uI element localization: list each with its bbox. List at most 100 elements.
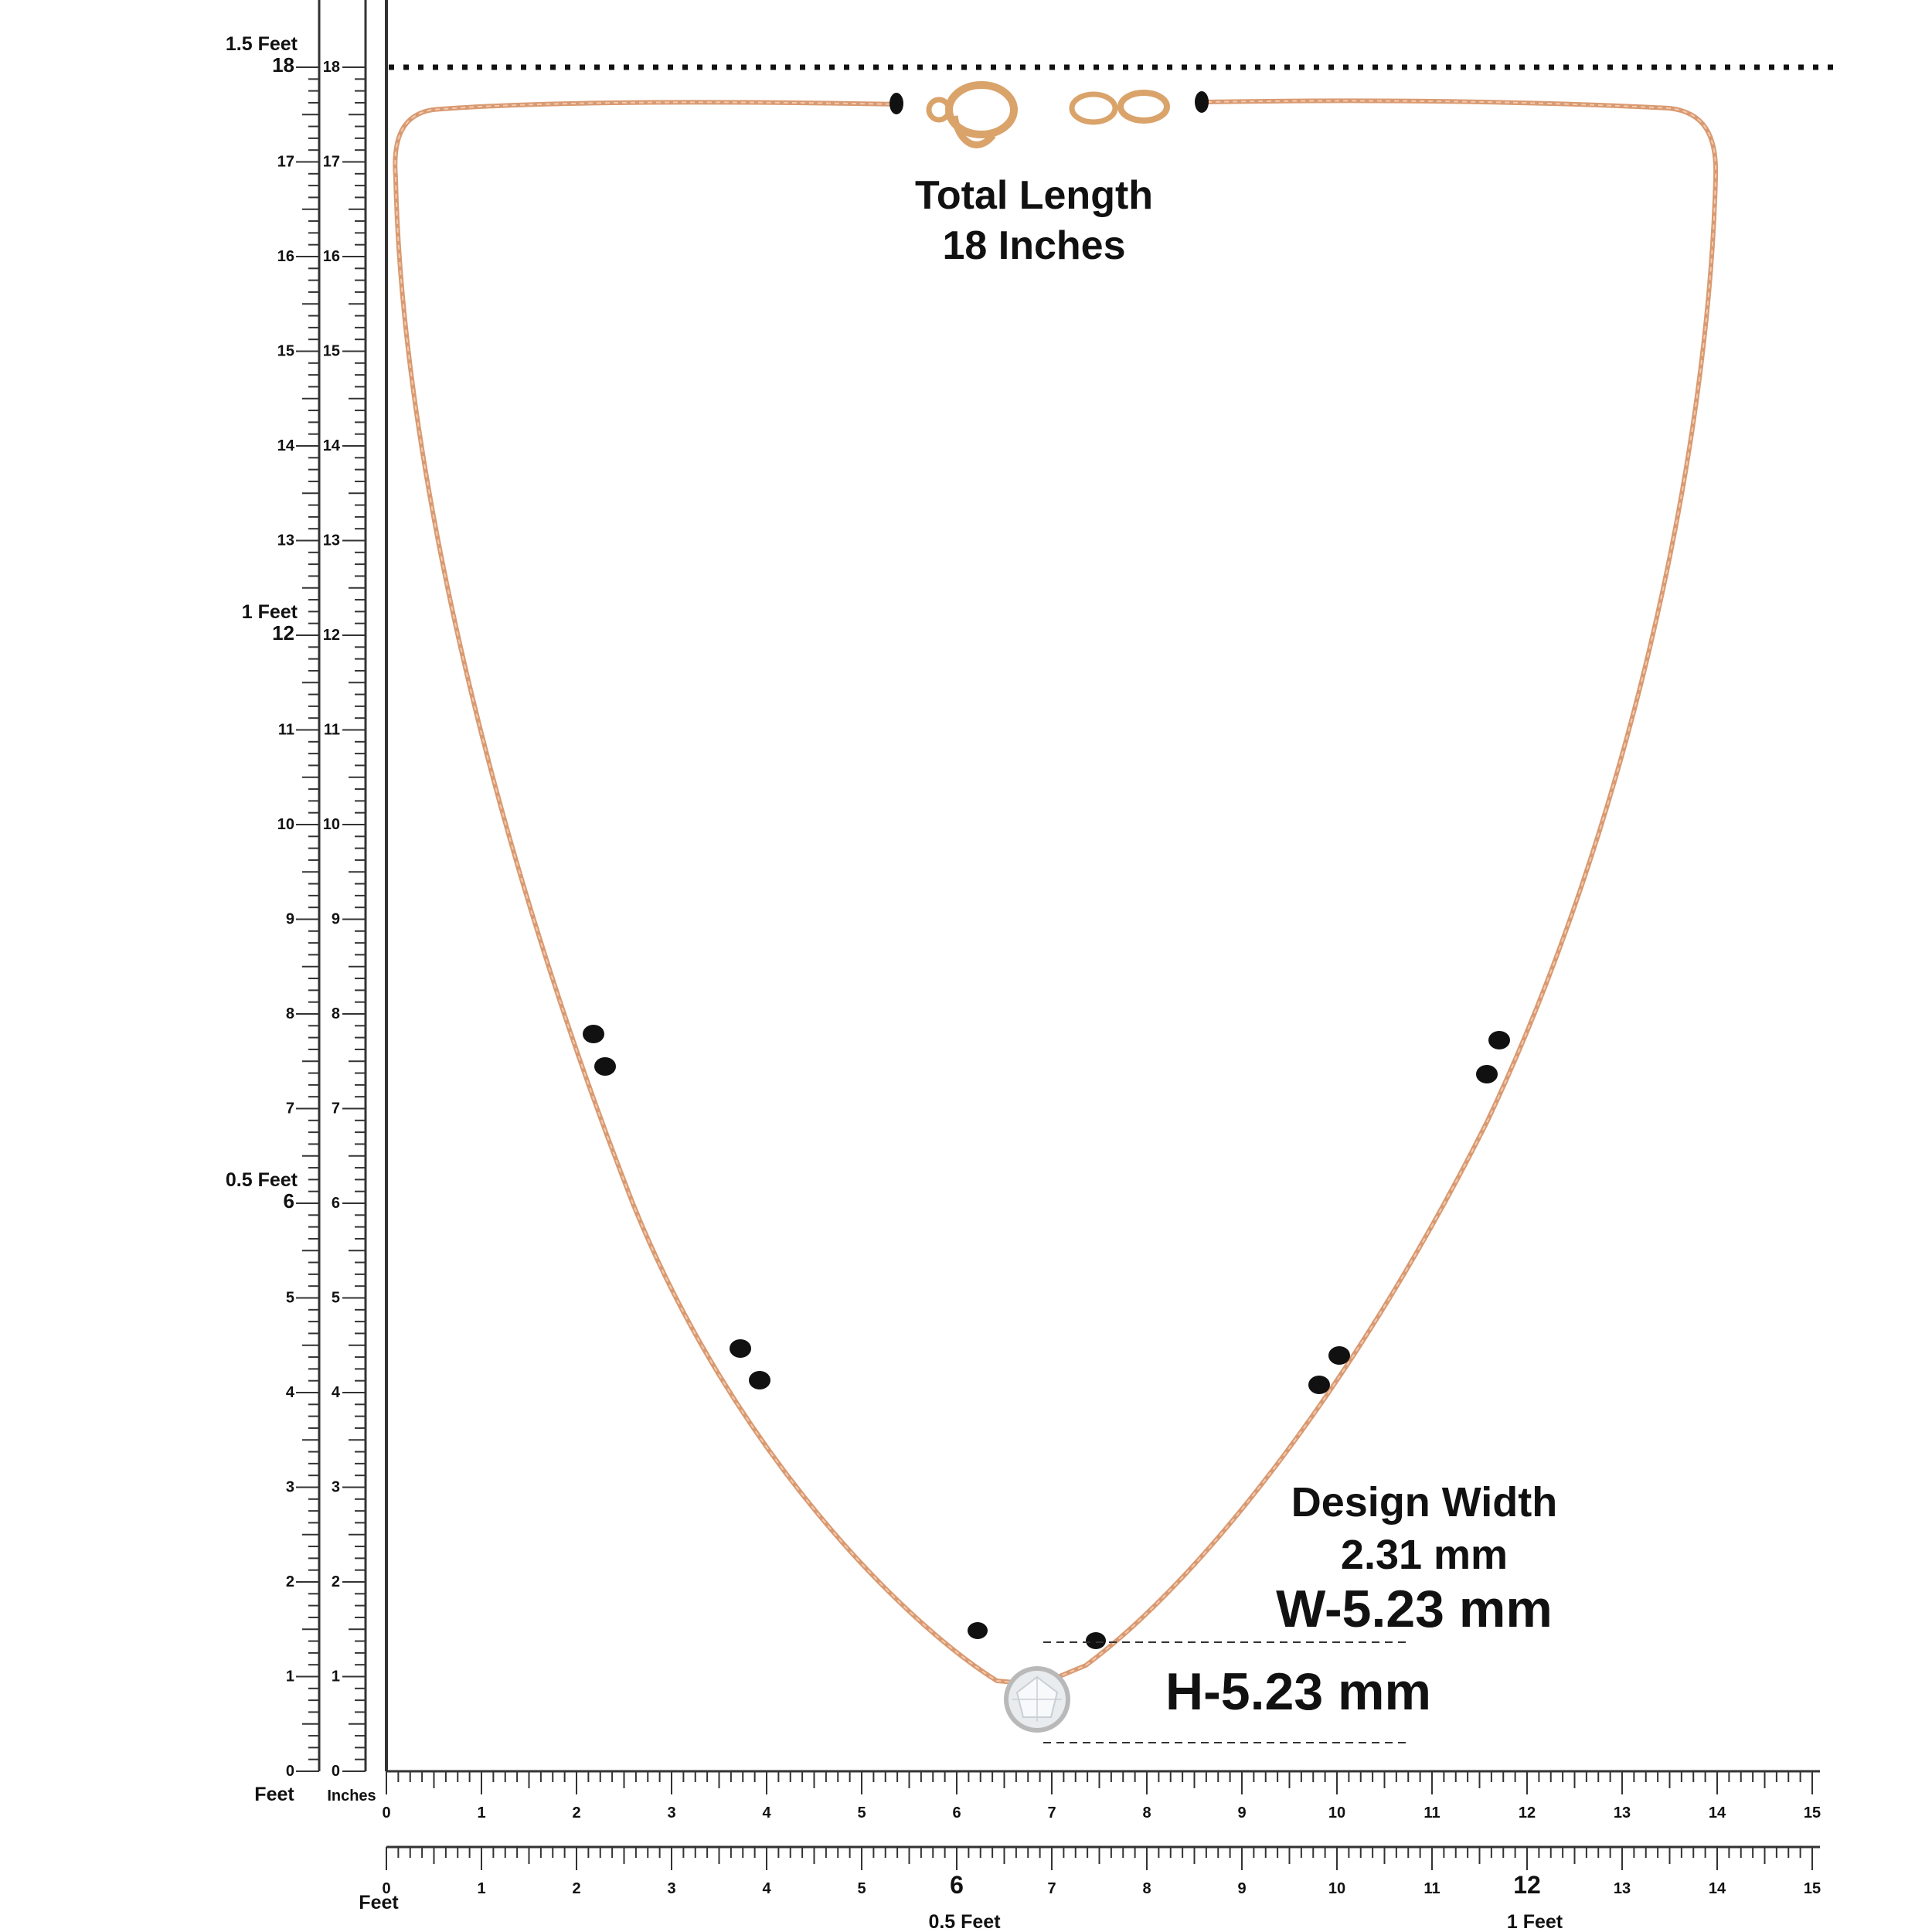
ruler-bottom-label-2: 0 [382,1880,390,1897]
ruler-bottom-label-2: 10 [1328,1880,1345,1897]
bead [1308,1376,1330,1394]
total-length-title: Total Length [915,173,1153,218]
width-label: W-5.23 mm [1276,1580,1553,1638]
ruler-bottom-label-2: 14 [1709,1880,1726,1897]
ruler-bottom-label-2: 6 [950,1871,964,1899]
ruler-left-outer-label: 5 [286,1290,294,1307]
ruler-bottom-label-1: 11 [1423,1804,1440,1821]
ruler-left-inner-label: 16 [323,248,340,265]
bead [1328,1346,1350,1365]
ruler-left-inner-label: 11 [324,722,340,739]
chain-inner-highlight [394,100,1717,1686]
ruler-left-outer-label: 1 [286,1668,294,1685]
bead [1195,91,1209,113]
lobster-clasp [926,81,1170,148]
ruler-bottom-label-2: 11 [1423,1880,1440,1897]
ruler-left-outer-label: 8 [286,1005,294,1022]
ruler-left-inner-label: 3 [332,1479,340,1496]
ruler-left-inner-label: 17 [323,154,340,171]
ruler-left-inner-label: 9 [332,911,340,928]
ruler-left-inner-label: 2 [332,1573,340,1590]
ruler-left-inner-label: 8 [332,1005,340,1022]
ruler-bottom-label-2: 5 [857,1880,866,1897]
ruler-left-inner-label: 5 [332,1290,340,1307]
ruler-feet-mark-label: 0.5 Feet [226,1169,298,1191]
ruler-bottom-label-2: 13 [1614,1880,1631,1897]
ruler-left-inner-label: 6 [332,1195,340,1212]
ruler-unit-feet: Feet [359,1892,399,1913]
ruler-bottom-label-1: 12 [1519,1804,1536,1821]
bead [583,1025,604,1043]
ruler-left-outer-label: 13 [277,532,294,549]
left-inch-ruler: 0123456789101112131415161718012345678910… [226,0,388,1805]
ruler-bottom-label-1: 2 [572,1804,580,1821]
height-label: H-5.23 mm [1165,1662,1431,1721]
ruler-bottom-label-1: 1 [477,1804,485,1821]
chain [393,98,1719,1688]
ruler-left-inner-label: 1 [332,1668,340,1685]
ruler-left-inner-label: 7 [332,1100,340,1117]
ruler-bottom-label-1: 5 [857,1804,866,1821]
black-beads [583,91,1510,1649]
bead [749,1371,770,1389]
ruler-feet-mark-label: 1 Feet [1507,1911,1563,1932]
necklace-image [393,81,1719,1733]
solitaire-stone [1004,1666,1070,1733]
ruler-bottom-label-1: 14 [1709,1804,1726,1821]
ruler-left-outer-label: 16 [277,248,294,265]
ruler-left-inner-label: 12 [323,627,340,644]
ruler-left-outer-label: 2 [286,1573,294,1590]
bead [1488,1031,1510,1049]
ruler-left-outer-label: 12 [272,621,294,645]
ruler-left-outer-label: 7 [286,1100,294,1117]
ruler-feet-mark-label: 1 Feet [242,601,298,623]
design-width-title: Design Width [1291,1479,1558,1526]
design-width-value: 2.31 mm [1341,1532,1508,1578]
bead [1476,1065,1498,1083]
ruler-left-outer-label: 10 [277,816,294,833]
bead [968,1622,988,1639]
total-length-value: 18 Inches [942,223,1125,268]
ruler-bottom-label-1: 9 [1237,1804,1246,1821]
ruler-bottom-label-1: 13 [1614,1804,1631,1821]
ruler-bottom-label-1: 3 [667,1804,675,1821]
ruler-feet-mark-label: 1.5 Feet [226,33,298,55]
ruler-bottom-label-1: 10 [1328,1804,1345,1821]
ruler-left-inner-label: 14 [323,437,341,454]
ruler-left-outer-label: 0 [286,1763,294,1780]
ruler-unit-inches: Inches [327,1787,376,1804]
ruler-feet-mark-label: 0.5 Feet [928,1911,1001,1932]
ruler-left-inner-label: 0 [332,1763,340,1780]
ruler-left-outer-label: 18 [272,53,294,77]
ruler-bottom-label-2: 9 [1237,1880,1246,1897]
ruler-bottom-label-1: 8 [1142,1804,1151,1821]
ruler-left-outer-label: 11 [278,722,294,739]
ruler-left-inner-label: 18 [323,59,340,76]
bead [594,1057,616,1076]
ruler-left-inner-label: 10 [323,816,340,833]
ruler-left-inner-label: 15 [323,343,340,360]
ruler-bottom-label-1: 0 [382,1804,390,1821]
bead [730,1339,751,1358]
ruler-bottom-label-2: 2 [572,1880,580,1897]
ruler-bottom-label-2: 15 [1804,1880,1821,1897]
ruler-left-outer-label: 6 [284,1189,294,1213]
ruler-bottom-label-2: 1 [477,1880,485,1897]
ruler-bottom-label-2: 3 [667,1880,675,1897]
ruler-bottom-label-1: 7 [1047,1804,1056,1821]
ruler-left-outer-label: 14 [277,437,295,454]
ruler-bottom-label-1: 15 [1804,1804,1821,1821]
ruler-left-outer-label: 15 [277,343,294,360]
ruler-bottom-label-1: 4 [762,1804,771,1821]
ruler-left-inner-label: 13 [323,532,340,549]
ruler-left-inner-label: 4 [332,1384,341,1401]
bottom-inch-ruler: 0 1 2 3 4 5 6 7 8 9 10 11 12 13 14 15 [382,1770,1821,1821]
ruler-bottom-label-2: 12 [1513,1871,1541,1899]
ruler-bottom-label-2: 4 [762,1880,771,1897]
ruler-bottom-label-1: 6 [952,1804,961,1821]
bead [1086,1632,1106,1649]
ruler-bottom-label-2: 8 [1142,1880,1151,1897]
